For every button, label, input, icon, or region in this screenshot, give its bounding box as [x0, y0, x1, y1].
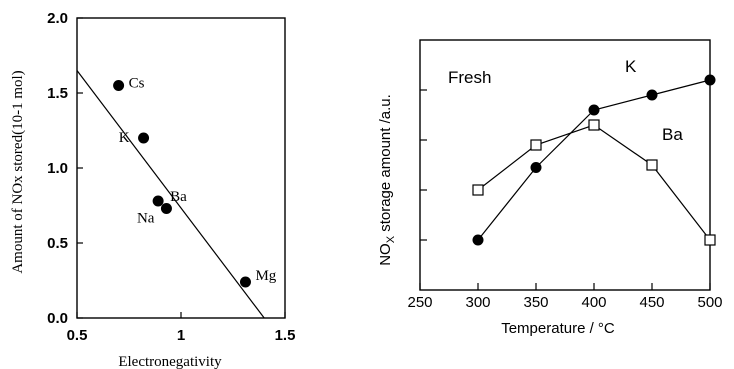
- data-point-k: [138, 132, 150, 144]
- marker-k: [530, 162, 542, 173]
- data-point-na: [160, 203, 172, 214]
- left-x-tick-label: 1.5: [275, 327, 296, 344]
- right-plot-frame: [419, 39, 711, 291]
- right-y-axis: [420, 89, 427, 241]
- data-point-cs: [113, 80, 125, 91]
- right-x-tick-label: 500: [697, 294, 722, 311]
- panel-title-fresh: Fresh: [448, 68, 491, 87]
- right-chart: 250 300 350 400 450 500 Fresh K Ba Temperatur…: [377, 39, 723, 337]
- right-x-tick-label: 400: [581, 294, 606, 311]
- ylabel-main: NO: [377, 243, 394, 266]
- left-y-tick-label: 1.0: [47, 160, 68, 177]
- point-label-na: Na: [137, 211, 155, 227]
- marker-k: [472, 234, 484, 246]
- left-x-axis: 0.5 1 1.5: [67, 312, 296, 344]
- left-y-tick-label: 0.0: [47, 310, 68, 327]
- right-x-axis: 250 300 350 400 450 500: [407, 283, 723, 311]
- left-x-axis-label: Electronegativity: [118, 354, 222, 369]
- marker-ba: [588, 119, 600, 131]
- right-x-tick-label: 300: [465, 294, 490, 311]
- marker-ba: [646, 159, 658, 171]
- right-x-tick-label: 250: [407, 294, 432, 311]
- data-point-ba: [152, 195, 164, 207]
- series-label-ba: Ba: [662, 125, 683, 144]
- ylabel-rest: storage amount /a.u.: [377, 94, 394, 236]
- point-label-cs: Cs: [129, 76, 145, 92]
- marker-k: [588, 104, 600, 116]
- point-label-ba: Ba: [170, 189, 187, 205]
- left-y-tick-label: 0.5: [47, 235, 68, 252]
- left-y-tick-label: 2.0: [47, 10, 68, 27]
- left-data-points: Cs K Na Ba Mg: [113, 76, 277, 288]
- right-x-tick-label: 350: [523, 294, 548, 311]
- left-y-axis: 0.0 0.5 1.0 1.5 2.0: [47, 10, 83, 327]
- left-x-tick-label: 1: [177, 327, 185, 344]
- fit-line: [76, 70, 265, 319]
- ylabel-sub: X: [385, 235, 397, 243]
- series-label-k: K: [625, 57, 637, 76]
- left-y-axis-label: Amount of NOx stored(10-1 mol): [10, 70, 26, 273]
- point-label-k: K: [119, 130, 130, 146]
- marker-ba: [704, 234, 716, 246]
- right-series-group: [472, 74, 716, 246]
- left-y-tick-label: 1.5: [47, 85, 68, 102]
- marker-k: [646, 89, 658, 101]
- left-x-tick-label: 0.5: [67, 327, 88, 344]
- marker-ba: [472, 184, 484, 196]
- right-x-axis-label: Temperature / °C: [501, 320, 615, 337]
- marker-k: [704, 74, 716, 86]
- right-x-tick-label: 450: [639, 294, 664, 311]
- marker-ba: [530, 139, 542, 151]
- point-label-mg: Mg: [255, 268, 276, 284]
- series-line-k: [477, 79, 711, 241]
- right-y-axis-label: NOX storage amount /a.u.: [377, 94, 397, 266]
- left-plot-frame: [76, 17, 286, 319]
- data-point-mg: [239, 276, 251, 288]
